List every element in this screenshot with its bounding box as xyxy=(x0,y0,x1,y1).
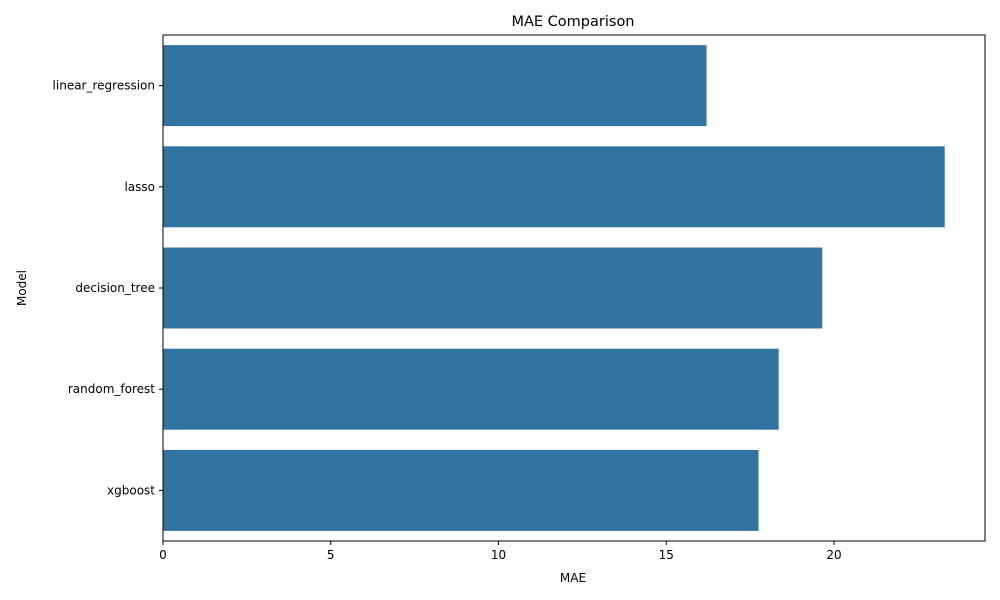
x-tick-label: 0 xyxy=(159,548,167,562)
y-axis-label: Model xyxy=(15,270,29,306)
x-ticks-group: 0 5 10 15 20 xyxy=(159,541,842,562)
y-tick-label: decision_tree xyxy=(75,281,155,295)
plot-frame xyxy=(162,34,986,542)
x-tick-label: 10 xyxy=(491,548,506,562)
y-tick-label: xgboost xyxy=(107,483,155,497)
x-tick-label: 15 xyxy=(659,548,674,562)
y-tick-label: linear_regression xyxy=(53,79,155,93)
bar-random_forest xyxy=(163,348,779,430)
bar-xgboost xyxy=(163,449,759,531)
bars-group xyxy=(163,45,945,531)
bar-decision_tree xyxy=(163,247,823,329)
y-tick-label: lasso xyxy=(124,180,155,194)
chart-title: MAE Comparison xyxy=(511,14,634,30)
x-tick-label: 20 xyxy=(826,548,841,562)
x-axis-label: MAE xyxy=(560,571,586,585)
y-tick-label: random_forest xyxy=(68,382,155,396)
bar-lasso xyxy=(163,146,945,228)
bar-linear_regression xyxy=(163,45,707,127)
x-tick-label: 5 xyxy=(327,548,335,562)
